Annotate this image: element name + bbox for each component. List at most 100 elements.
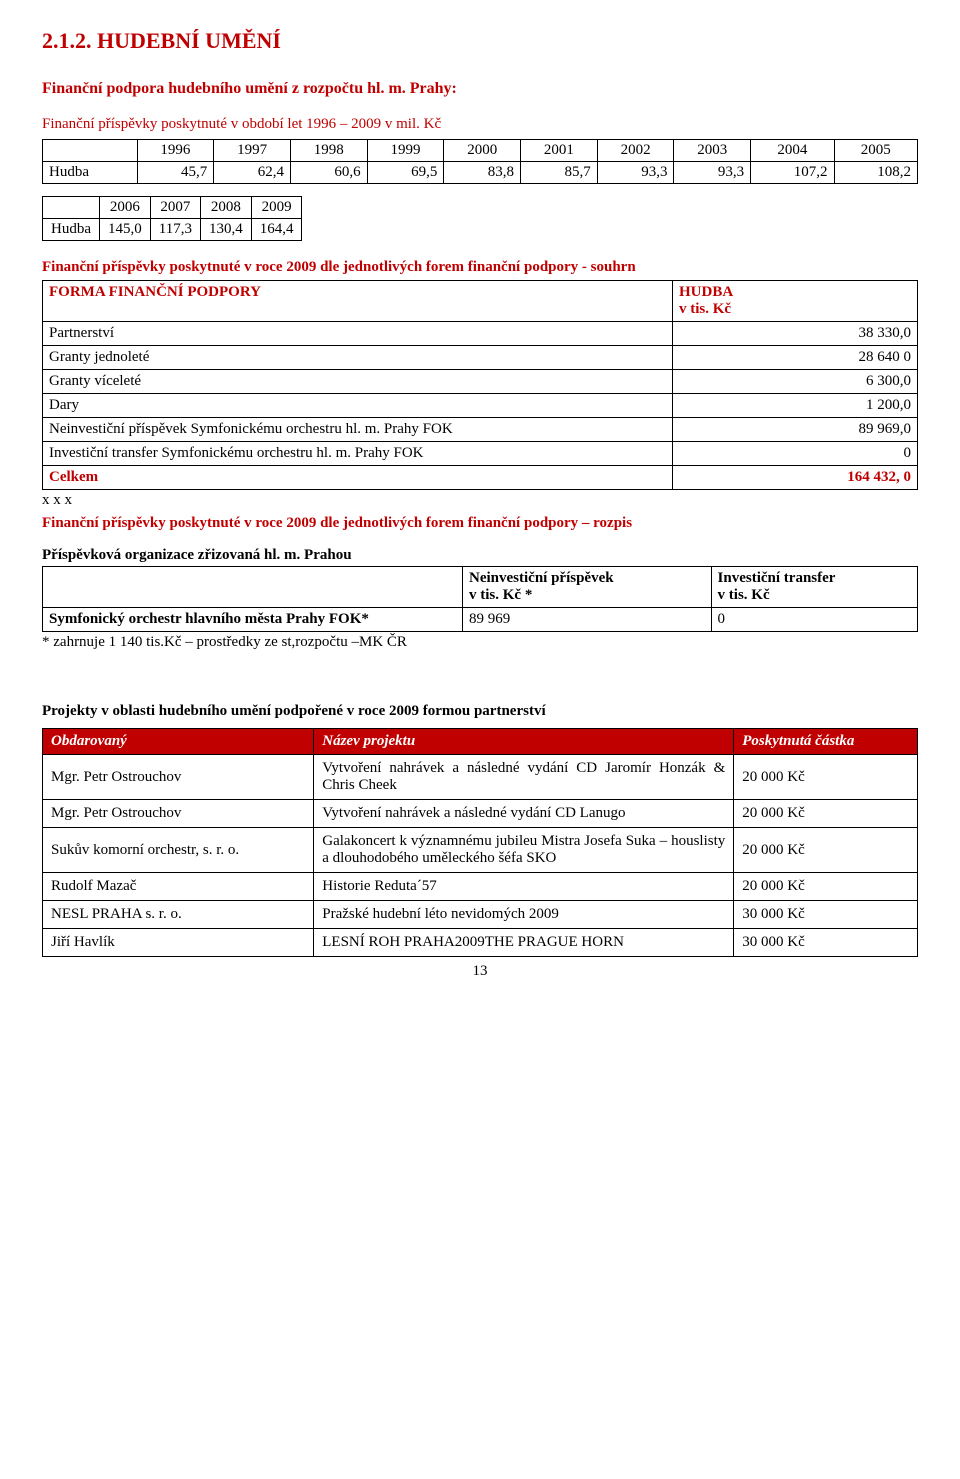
- cell: 69,5: [367, 162, 444, 184]
- cell: 30 000 Kč: [734, 901, 918, 929]
- cell: 30 000 Kč: [734, 929, 918, 957]
- cell: Mgr. Petr Ostrouchov: [43, 755, 314, 800]
- cell: Neinvestiční příspěvek Symfonickému orch…: [43, 418, 673, 442]
- sum-label: Celkem: [43, 466, 673, 490]
- org-v2: 0: [711, 608, 917, 632]
- cell: Dary: [43, 394, 673, 418]
- th: 1997: [214, 140, 291, 162]
- org-row-label: Symfonický orchestr hlavního města Prahy…: [43, 608, 463, 632]
- row-label: Hudba: [43, 219, 100, 241]
- page-title: 2.1.2. HUDEBNÍ UMĚNÍ: [42, 28, 918, 54]
- cell: 20 000 Kč: [734, 828, 918, 873]
- th: 2004: [751, 140, 834, 162]
- org-th2b: v tis. Kč *: [469, 587, 532, 603]
- cell: Pražské hudební léto nevidomých 2009: [314, 901, 734, 929]
- cell: 130,4: [200, 219, 251, 241]
- th: 2000: [444, 140, 521, 162]
- cell: Vytvoření nahrávek a následné vydání CD …: [314, 800, 734, 828]
- table-row: Mgr. Petr OstrouchovVytvoření nahrávek a…: [43, 755, 918, 800]
- cell: 85,7: [521, 162, 598, 184]
- cell: 6 300,0: [673, 370, 918, 394]
- cell: Sukův komorní orchestr, s. r. o.: [43, 828, 314, 873]
- cell: 38 330,0: [673, 322, 918, 346]
- intro-line-1: Finanční podpora hudebního umění z rozpo…: [42, 80, 918, 98]
- th: 1999: [367, 140, 444, 162]
- forms-header: Finanční příspěvky poskytnuté v roce 200…: [42, 259, 918, 276]
- cell: Vytvoření nahrávek a následné vydání CD …: [314, 755, 734, 800]
- projects-head: Projekty v oblasti hudebního umění podpo…: [42, 703, 918, 720]
- blank-cell: [43, 197, 100, 219]
- forms-h1: FORMA FINANČNÍ PODPORY: [43, 281, 673, 322]
- proj-th1: Obdarovaný: [43, 729, 314, 755]
- forms-h2: HUDBA v tis. Kč: [673, 281, 918, 322]
- cell: 117,3: [150, 219, 200, 241]
- projects-table: Obdarovaný Název projektu Poskytnutá čás…: [42, 728, 918, 957]
- table-row: Jiří HavlíkLESNÍ ROH PRAHA2009THE PRAGUE…: [43, 929, 918, 957]
- org-th3a: Investiční transfer: [718, 570, 836, 586]
- forms-h2b: v tis. Kč: [679, 301, 731, 317]
- table-row: Mgr. Petr OstrouchovVytvoření nahrávek a…: [43, 800, 918, 828]
- cell: 62,4: [214, 162, 291, 184]
- sum-value: 164 432, 0: [673, 466, 918, 490]
- th: 2008: [200, 197, 251, 219]
- org-th1: [43, 567, 463, 608]
- th: 2002: [597, 140, 674, 162]
- blank-cell: [43, 140, 138, 162]
- cell: 83,8: [444, 162, 521, 184]
- th: 1996: [137, 140, 214, 162]
- org-head: Příspěvková organizace zřizovaná hl. m. …: [42, 547, 918, 564]
- forms-h2a: HUDBA: [679, 284, 733, 300]
- rozpis-header: Finanční příspěvky poskytnuté v roce 200…: [42, 515, 918, 532]
- table-row: NESL PRAHA s. r. o.Pražské hudební léto …: [43, 901, 918, 929]
- page-number: 13: [42, 963, 918, 980]
- th: 2009: [251, 197, 302, 219]
- table-row: Rudolf MazačHistorie Reduta´5720 000 Kč: [43, 873, 918, 901]
- cell: 60,6: [290, 162, 367, 184]
- org-v1: 89 969: [463, 608, 712, 632]
- cell: LESNÍ ROH PRAHA2009THE PRAGUE HORN: [314, 929, 734, 957]
- cell: Mgr. Petr Ostrouchov: [43, 800, 314, 828]
- proj-th3: Poskytnutá částka: [734, 729, 918, 755]
- forms-table: FORMA FINANČNÍ PODPORY HUDBA v tis. Kč P…: [42, 280, 918, 490]
- cell: 20 000 Kč: [734, 755, 918, 800]
- cell: 108,2: [834, 162, 917, 184]
- th: 2005: [834, 140, 917, 162]
- years-table-2: 2006 2007 2008 2009 Hudba 145,0 117,3 13…: [42, 196, 302, 241]
- cell: 20 000 Kč: [734, 800, 918, 828]
- cell: Rudolf Mazač: [43, 873, 314, 901]
- th: 2001: [521, 140, 598, 162]
- org-th2a: Neinvestiční příspěvek: [469, 570, 614, 586]
- cell: Partnerství: [43, 322, 673, 346]
- org-table: Neinvestiční příspěvek v tis. Kč * Inves…: [42, 566, 918, 632]
- cell: 145,0: [100, 219, 151, 241]
- th: 2007: [150, 197, 200, 219]
- th: 2006: [100, 197, 151, 219]
- proj-th2: Název projektu: [314, 729, 734, 755]
- cell: 93,3: [674, 162, 751, 184]
- cell: Granty jednoleté: [43, 346, 673, 370]
- cell: NESL PRAHA s. r. o.: [43, 901, 314, 929]
- table-row: Sukův komorní orchestr, s. r. o.Galakonc…: [43, 828, 918, 873]
- cell: Investiční transfer Symfonickému orchest…: [43, 442, 673, 466]
- cell: 1 200,0: [673, 394, 918, 418]
- org-note: * zahrnuje 1 140 tis.Kč – prostředky ze …: [42, 634, 918, 651]
- row-label: Hudba: [43, 162, 138, 184]
- cell: Jiří Havlík: [43, 929, 314, 957]
- intro-line-2: Finanční příspěvky poskytnuté v období l…: [42, 116, 918, 133]
- cell: Galakoncert k významnému jubileu Mistra …: [314, 828, 734, 873]
- cell: 45,7: [137, 162, 214, 184]
- cell: 0: [673, 442, 918, 466]
- years-table-1: 1996 1997 1998 1999 2000 2001 2002 2003 …: [42, 139, 918, 184]
- org-th3: Investiční transfer v tis. Kč: [711, 567, 917, 608]
- cell: 20 000 Kč: [734, 873, 918, 901]
- cell: 93,3: [597, 162, 674, 184]
- cell: 28 640 0: [673, 346, 918, 370]
- org-th3b: v tis. Kč: [718, 587, 770, 603]
- th: 2003: [674, 140, 751, 162]
- cell: 107,2: [751, 162, 834, 184]
- cell: Historie Reduta´57: [314, 873, 734, 901]
- xxx-marker: x x x: [42, 492, 918, 509]
- cell: 89 969,0: [673, 418, 918, 442]
- cell: Granty víceleté: [43, 370, 673, 394]
- cell: 164,4: [251, 219, 302, 241]
